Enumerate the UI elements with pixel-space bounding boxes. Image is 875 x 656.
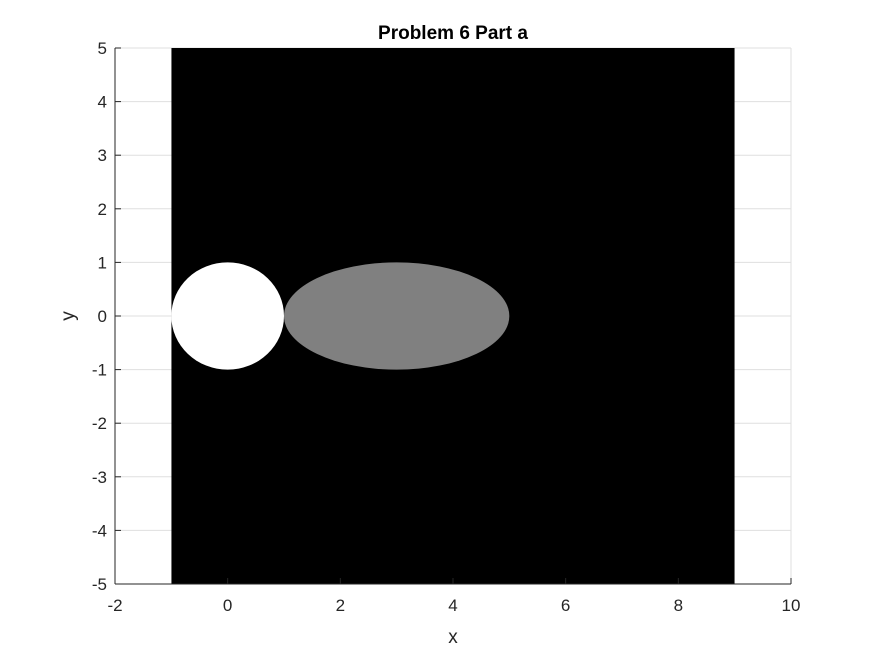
chart-title: Problem 6 Part a	[378, 23, 528, 44]
x-tick-label: -2	[107, 596, 122, 615]
y-tick-label: 0	[98, 307, 107, 326]
y-tick-label: -2	[92, 414, 107, 433]
region-ellipse	[284, 262, 510, 370]
y-tick-label: 2	[98, 200, 107, 219]
y-tick-label: -3	[92, 468, 107, 487]
x-tick-label: 10	[782, 596, 801, 615]
x-tick-label: 6	[561, 596, 570, 615]
y-tick-label: 5	[98, 39, 107, 58]
y-tick-label: -4	[92, 521, 107, 540]
x-tick-label: 0	[223, 596, 232, 615]
y-tick-label: -5	[92, 575, 107, 594]
image	[171, 48, 735, 584]
y-axis-label: y	[58, 311, 79, 321]
image-regions	[171, 48, 735, 584]
x-axis-label: x	[448, 627, 458, 648]
y-tick-label: -1	[92, 361, 107, 380]
y-tick-label: 4	[98, 93, 107, 112]
x-tick-label: 2	[336, 596, 345, 615]
y-tick-label: 3	[98, 146, 107, 165]
x-tick-label: 4	[448, 596, 457, 615]
y-tick-label: 1	[98, 253, 107, 272]
ticks: -2 0 2 4 6 8 10 -5 -4 -3 -2 -1 0 1 2 3 4 5	[92, 39, 801, 615]
x-tick-label: 8	[674, 596, 683, 615]
region-circle	[171, 262, 284, 370]
